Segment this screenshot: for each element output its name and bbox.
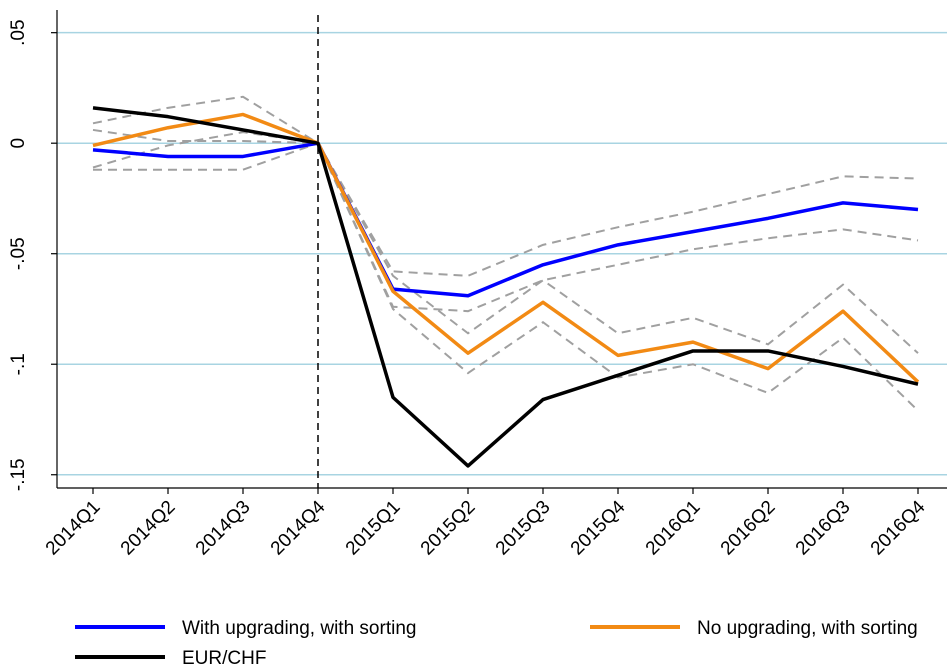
- confidence-band: [92, 128, 919, 277]
- series-line: [92, 106, 919, 468]
- y-tick-label: -.05: [8, 237, 29, 270]
- series-line: [92, 141, 919, 298]
- x-tick-label: 2015Q4: [567, 496, 630, 559]
- confidence-band: [92, 131, 919, 412]
- x-tick-label: 2014Q4: [267, 496, 330, 559]
- y-tick-label: -.1: [8, 353, 29, 375]
- x-tick-label: 2015Q2: [417, 497, 480, 560]
- x-tick-label: 2016Q3: [792, 497, 855, 560]
- legend-label: EUR/CHF: [182, 648, 266, 669]
- legend-label: No upgrading, with sorting: [697, 618, 918, 639]
- legend-label: With upgrading, with sorting: [182, 618, 416, 639]
- x-tick-label: 2015Q1: [342, 497, 405, 560]
- x-tick-label: 2016Q1: [642, 497, 705, 560]
- confidence-band: [92, 95, 919, 354]
- y-tick-label: -.15: [8, 458, 29, 491]
- confidence-band: [93, 141, 919, 313]
- x-tick-label: 2015Q3: [492, 497, 555, 560]
- y-tick-label: 0: [8, 138, 29, 149]
- x-tick-label: 2014Q3: [192, 497, 255, 560]
- x-tick-label: 2016Q2: [717, 497, 780, 560]
- x-tick-label: 2014Q1: [42, 497, 105, 560]
- x-tick-label: 2016Q4: [867, 496, 930, 559]
- series-line: [92, 112, 920, 384]
- x-tick-label: 2014Q2: [117, 497, 180, 560]
- y-tick-label: .05: [8, 19, 29, 45]
